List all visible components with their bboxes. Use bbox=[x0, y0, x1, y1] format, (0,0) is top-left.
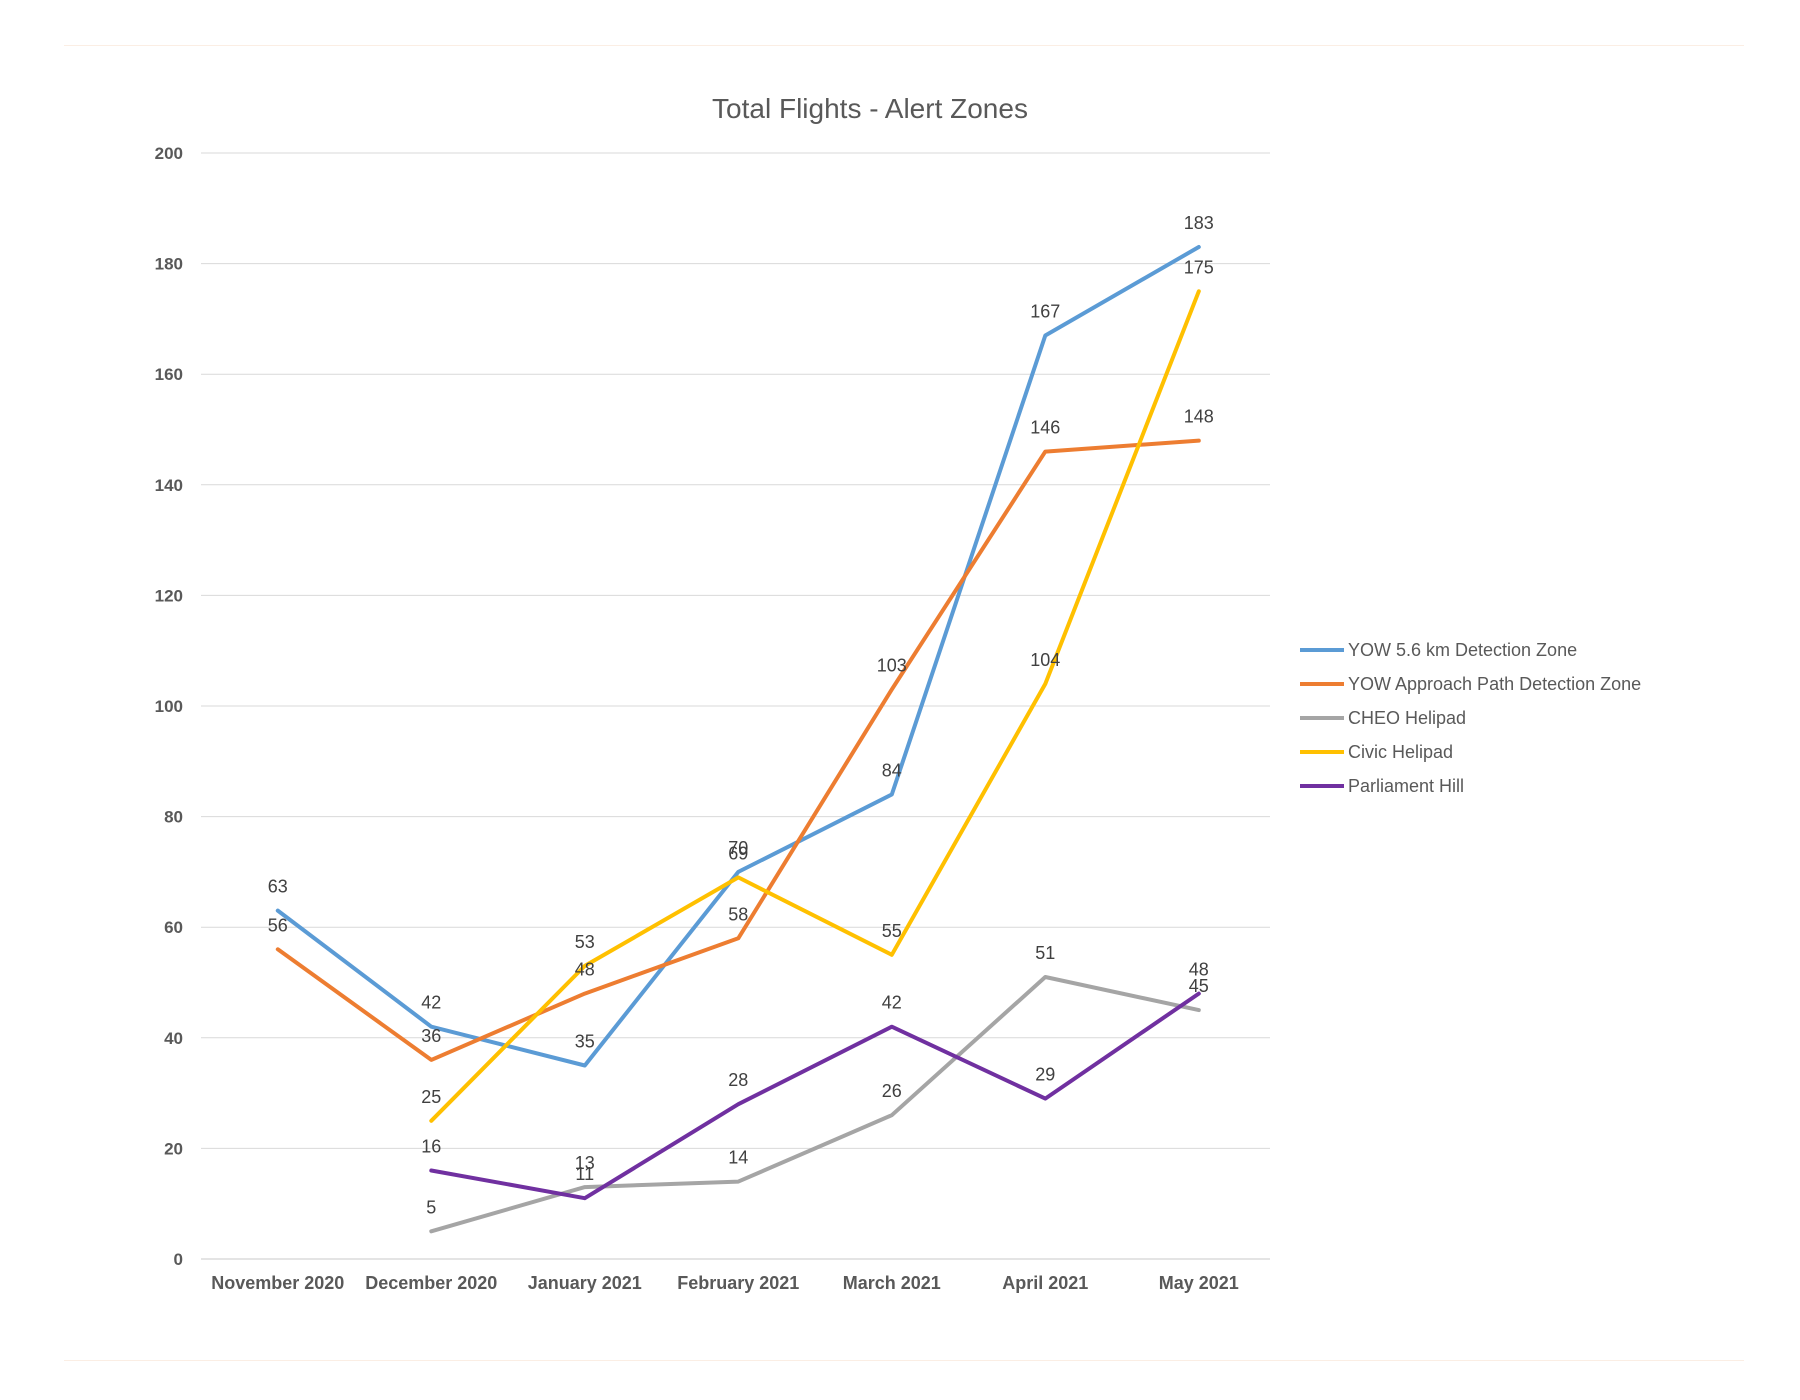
y-tick-label: 60 bbox=[164, 918, 183, 937]
data-label: 63 bbox=[268, 877, 288, 897]
data-label: 53 bbox=[575, 932, 595, 952]
y-tick-label: 200 bbox=[155, 144, 183, 163]
x-axis-ticks: November 2020 December 2020 January 2021 Fe… bbox=[211, 1273, 1239, 1293]
data-label: 183 bbox=[1184, 213, 1214, 233]
data-label: 146 bbox=[1030, 418, 1060, 438]
data-label: 14 bbox=[728, 1148, 748, 1168]
y-tick-label: 120 bbox=[155, 586, 183, 605]
data-label: 36 bbox=[421, 1026, 441, 1046]
data-label: 48 bbox=[575, 960, 595, 980]
line-chart: Total Flights - Alert Zones 0 20 40 60 80 100… bbox=[155, 93, 1642, 1293]
data-label: 175 bbox=[1184, 257, 1214, 277]
y-tick-label: 180 bbox=[155, 255, 183, 274]
data-label: 167 bbox=[1030, 301, 1060, 321]
x-tick-label: November 2020 bbox=[211, 1273, 344, 1293]
legend-entry: YOW 5.6 km Detection Zone bbox=[1348, 640, 1577, 660]
y-tick-label: 20 bbox=[164, 1139, 183, 1158]
y-tick-label: 80 bbox=[164, 808, 183, 827]
data-label: 42 bbox=[882, 993, 902, 1013]
y-axis-ticks: 0 20 40 60 80 100 120 140 160 180 200 bbox=[155, 144, 183, 1269]
data-label: 70 bbox=[728, 838, 748, 858]
data-label: 42 bbox=[421, 993, 441, 1013]
series-line bbox=[429, 289, 1201, 1123]
data-label: 55 bbox=[882, 921, 902, 941]
x-tick-label: March 2021 bbox=[843, 1273, 941, 1293]
data-label: 104 bbox=[1030, 650, 1060, 670]
data-label: 26 bbox=[882, 1081, 902, 1101]
legend-entry: CHEO Helipad bbox=[1348, 708, 1466, 728]
data-label: 103 bbox=[877, 655, 907, 675]
series-line bbox=[275, 245, 1201, 1068]
data-label: 56 bbox=[268, 915, 288, 935]
series-lines bbox=[275, 245, 1201, 1234]
gridlines bbox=[201, 152, 1270, 1260]
y-tick-label: 140 bbox=[155, 476, 183, 495]
data-label: 29 bbox=[1035, 1065, 1055, 1085]
data-label: 84 bbox=[882, 760, 902, 780]
legend-entry: Parliament Hill bbox=[1348, 776, 1464, 796]
x-tick-label: May 2021 bbox=[1159, 1273, 1239, 1293]
chart-frame: Total Flights - Alert Zones 0 20 40 60 80 100… bbox=[64, 45, 1744, 1361]
data-label: 51 bbox=[1035, 943, 1055, 963]
data-label: 25 bbox=[421, 1087, 441, 1107]
x-tick-label: February 2021 bbox=[677, 1273, 799, 1293]
series-line bbox=[429, 991, 1201, 1201]
data-label: 48 bbox=[1189, 960, 1209, 980]
x-tick-label: December 2020 bbox=[365, 1273, 497, 1293]
legend: YOW 5.6 km Detection Zone YOW Approach Pa… bbox=[1300, 640, 1641, 796]
data-label: 5 bbox=[426, 1197, 436, 1217]
data-label: 148 bbox=[1184, 407, 1214, 427]
data-label: 11 bbox=[575, 1164, 594, 1184]
y-tick-label: 100 bbox=[155, 697, 183, 716]
y-tick-label: 160 bbox=[155, 365, 183, 384]
data-label: 13 bbox=[575, 1153, 595, 1173]
data-label: 45 bbox=[1189, 976, 1209, 996]
x-tick-label: January 2021 bbox=[528, 1273, 642, 1293]
y-tick-label: 40 bbox=[164, 1029, 183, 1048]
chart-title: Total Flights - Alert Zones bbox=[712, 93, 1028, 124]
legend-entry: Civic Helipad bbox=[1348, 742, 1453, 762]
data-label: 58 bbox=[728, 904, 748, 924]
data-label: 28 bbox=[728, 1070, 748, 1090]
legend-entry: YOW Approach Path Detection Zone bbox=[1348, 674, 1641, 694]
x-tick-label: April 2021 bbox=[1002, 1273, 1088, 1293]
series-line bbox=[275, 438, 1201, 1062]
data-labels: 63 42 35 70 84 167 183 56 36 48 58 103 146 148 5 13 14 26… bbox=[268, 213, 1214, 1217]
y-tick-label: 0 bbox=[174, 1250, 183, 1269]
data-label: 69 bbox=[728, 843, 748, 863]
data-label: 16 bbox=[421, 1137, 441, 1157]
data-label: 35 bbox=[575, 1031, 595, 1051]
